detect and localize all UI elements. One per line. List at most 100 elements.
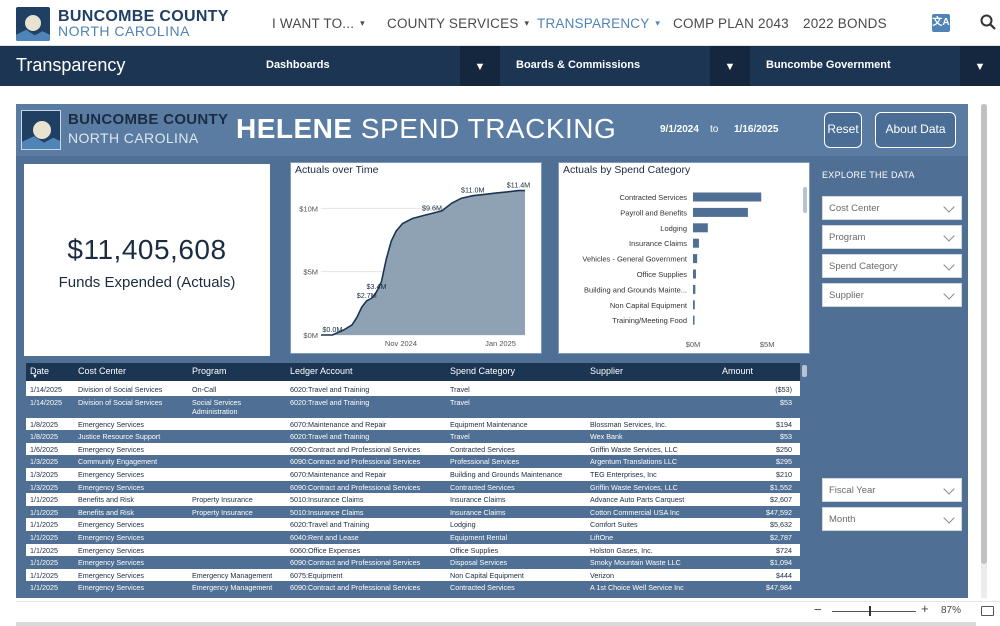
filter-dropdown[interactable]: Program	[822, 225, 962, 249]
table-cell: 1/1/2025	[30, 520, 58, 530]
column-header[interactable]: Ledger Account	[290, 366, 353, 376]
dropdown-dashboards[interactable]: Dashboards ▼	[266, 46, 500, 86]
bar[interactable]	[693, 300, 695, 310]
chevron-down-icon: ▾	[524, 18, 530, 28]
chevron-down-icon[interactable]: ▼	[460, 46, 500, 86]
table-cell: Travel	[450, 385, 470, 394]
column-header[interactable]: Amount	[722, 366, 754, 376]
x-tick-label: $0M	[686, 340, 701, 349]
nav-item-label: COUNTY SERVICES	[387, 16, 519, 31]
filter-dropdown[interactable]: Fiscal Year	[822, 478, 962, 502]
table-cell: Benefits and Risk	[78, 495, 134, 505]
table-row[interactable]: 1/14/2025 Division of Social Services On-C…	[26, 383, 800, 396]
kpi-card: $11,405,608 Funds Expended (Actuals)	[24, 164, 270, 356]
bar[interactable]	[693, 269, 696, 279]
bar[interactable]	[693, 192, 762, 202]
table-cell: Emergency Services	[78, 482, 144, 492]
column-header[interactable]: Date	[30, 366, 50, 376]
table-row[interactable]: 1/8/2025 Emergency Services 6070:Maintenan…	[26, 417, 800, 431]
date-end[interactable]: 1/16/2025	[734, 124, 779, 135]
table-cell: 6020:Travel and Training	[290, 520, 370, 530]
nav-item-4[interactable]: 2022 BONDS	[803, 16, 887, 31]
chevron-down-icon[interactable]: ▼	[710, 46, 750, 86]
table-row[interactable]: 1/1/2025 Benefits and Risk Property Insura…	[26, 505, 800, 519]
bar[interactable]	[693, 238, 699, 248]
table-row[interactable]: 1/1/2025 Emergency Services 6020:Travel an…	[26, 518, 800, 531]
table-cell: Holston Gases, Inc.	[590, 545, 653, 555]
bar[interactable]	[693, 315, 695, 325]
county-seal-icon	[21, 110, 61, 150]
filter-dropdown[interactable]: Spend Category	[822, 254, 962, 278]
dropdown-label: Boards & Commissions	[516, 59, 641, 71]
filter-dropdown[interactable]: Month	[822, 507, 962, 531]
table-row[interactable]: 1/1/2025 Benefits and Risk Property Insura…	[26, 493, 800, 506]
data-label: $11.4M	[507, 181, 530, 190]
zoom-in-button[interactable]: +	[921, 601, 929, 616]
bar[interactable]	[693, 223, 708, 233]
table-cell: Property Insurance	[192, 507, 253, 517]
table-row[interactable]: 1/6/2025 Emergency Services 6090:Contract …	[26, 442, 800, 456]
zoom-slider[interactable]	[832, 611, 916, 612]
actuals-by-category-card: Actuals by Spend Category Contracted Ser…	[558, 162, 810, 354]
bar[interactable]	[693, 254, 698, 264]
nav-item-0[interactable]: I WANT TO... ▾	[272, 16, 365, 31]
date-start[interactable]: 9/1/2024	[660, 124, 699, 135]
table-cell: $295	[776, 457, 792, 467]
table-cell: 6070:Maintenance and Repair	[290, 419, 387, 429]
table-row[interactable]: 1/1/2025 Emergency Services 6090:Contract …	[26, 556, 800, 569]
nav-item-3[interactable]: COMP PLAN 2043	[673, 16, 789, 31]
reset-button[interactable]: Reset	[824, 112, 862, 148]
chevron-down-icon: ▾	[360, 18, 365, 28]
table-cell: Equipment Maintenance	[450, 419, 528, 429]
dropdown-boards[interactable]: Boards & Commissions ▼	[516, 46, 750, 86]
fit-to-page-icon[interactable]	[981, 606, 994, 616]
table-cell: Wex Bank	[590, 432, 623, 442]
vertical-scrollbar[interactable]	[981, 104, 987, 598]
table-cell: Emergency Services	[78, 419, 144, 429]
chart-scrollbar[interactable]	[803, 187, 807, 213]
actuals-by-category-chart[interactable]: Contracted Services Payroll and Benefits L…	[559, 163, 809, 353]
table-cell: $724	[776, 545, 792, 555]
county-logo[interactable]: BUNCOMBE COUNTY NORTH CAROLINA	[16, 7, 229, 41]
table-cell: Benefits and Risk	[78, 507, 134, 517]
filter-dropdown[interactable]: Cost Center	[822, 196, 962, 220]
actuals-over-time-chart[interactable]: $0M $5M $10M Nov 2024 Jan 2025 $0.0M $2.7M$3.4…	[291, 163, 541, 353]
dropdown-label: Dashboards	[266, 59, 330, 71]
table-row[interactable]: 1/1/2025 Emergency Services 6040:Rent and …	[26, 531, 800, 544]
table-row[interactable]: 1/3/2025 Emergency Services 6070:Maintenan…	[26, 468, 800, 481]
table-row[interactable]: 1/1/2025 Emergency Services Emergency Mana…	[26, 568, 800, 582]
nav-item-label: TRANSPARENCY	[537, 16, 650, 31]
table-scrollbar[interactable]	[802, 365, 807, 377]
bar[interactable]	[693, 207, 748, 217]
date-to-label: to	[710, 124, 719, 135]
search-icon[interactable]	[980, 14, 996, 30]
translate-icon[interactable]: 文A	[932, 14, 950, 32]
nav-item-2[interactable]: TRANSPARENCY ▾	[537, 16, 660, 31]
table-cell: Insurance Claims	[450, 507, 506, 517]
nav-item-1[interactable]: COUNTY SERVICES ▾	[387, 16, 529, 31]
zoom-slider-thumb[interactable]	[868, 606, 871, 616]
column-header[interactable]: Spend Category	[450, 366, 516, 376]
column-header[interactable]: Cost Center	[78, 366, 127, 376]
dropdown-government[interactable]: Buncombe Government ▼	[766, 46, 1000, 86]
table-row[interactable]: 1/8/2025 Justice Resource Support 6020:Tra…	[26, 430, 800, 443]
site-header: BUNCOMBE COUNTY NORTH CAROLINA I WANT TO…	[0, 0, 1000, 46]
column-header[interactable]: Supplier	[590, 366, 624, 376]
chevron-down-icon[interactable]: ▼	[960, 46, 1000, 86]
table-row[interactable]: 1/14/2025 Division of Social Services Soci…	[26, 395, 800, 418]
filter-label: Month	[829, 514, 856, 525]
report-page: BUNCOMBE COUNTY NORTH CAROLINA HELENE SP…	[16, 104, 968, 598]
sort-desc-icon[interactable]: ▼	[32, 374, 38, 380]
table-row[interactable]: 1/3/2025 Emergency Services 6090:Contract …	[26, 480, 800, 494]
about-data-button[interactable]: About Data	[875, 112, 956, 148]
table-cell: $1,552	[770, 482, 792, 492]
column-header[interactable]: Program	[192, 366, 227, 376]
table-row[interactable]: 1/1/2025 Emergency Services 6060:Office Ex…	[26, 543, 800, 557]
bar[interactable]	[693, 284, 696, 294]
zoom-out-button[interactable]: −	[814, 602, 822, 617]
filter-dropdown[interactable]: Supplier	[822, 283, 962, 307]
table-cell: $2,607	[770, 495, 792, 505]
table-row[interactable]: 1/3/2025 Community Engagement 6090:Contrac…	[26, 455, 800, 468]
table-row[interactable]: 1/1/2025 Emergency Services Emergency Mana…	[26, 581, 800, 594]
horizontal-scrollbar[interactable]	[16, 622, 976, 626]
